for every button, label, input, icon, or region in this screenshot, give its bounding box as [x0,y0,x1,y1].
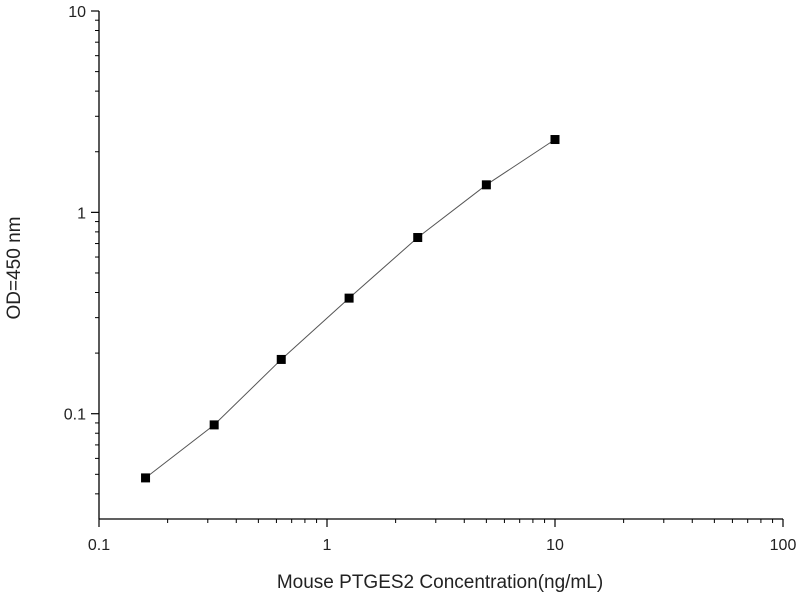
data-point [481,180,491,190]
y-tick-label: 0.1 [64,407,86,424]
y-axis-label: OD=450 nm [4,217,25,320]
x-tick-label: 100 [770,537,797,554]
curve [145,139,556,479]
data-point [550,135,560,145]
data-point [209,420,219,430]
data-point [276,354,286,364]
data-points [141,135,560,483]
ticks [91,10,784,527]
y-tick-label: 10 [68,4,86,21]
data-point [344,293,354,303]
tick-labels: 0.1 1 10 100 0.1 1 10 [64,4,797,554]
x-tick-label: 10 [546,537,564,554]
data-point [141,473,151,483]
x-tick-label: 1 [323,537,332,554]
data-point [413,233,423,243]
axes [98,11,783,520]
series-line [145,139,556,479]
x-tick-label: 0.1 [88,537,110,554]
x-axis-label: Mouse PTGES2 Concentration(ng/mL) [277,572,603,593]
y-tick-label: 1 [77,205,86,222]
